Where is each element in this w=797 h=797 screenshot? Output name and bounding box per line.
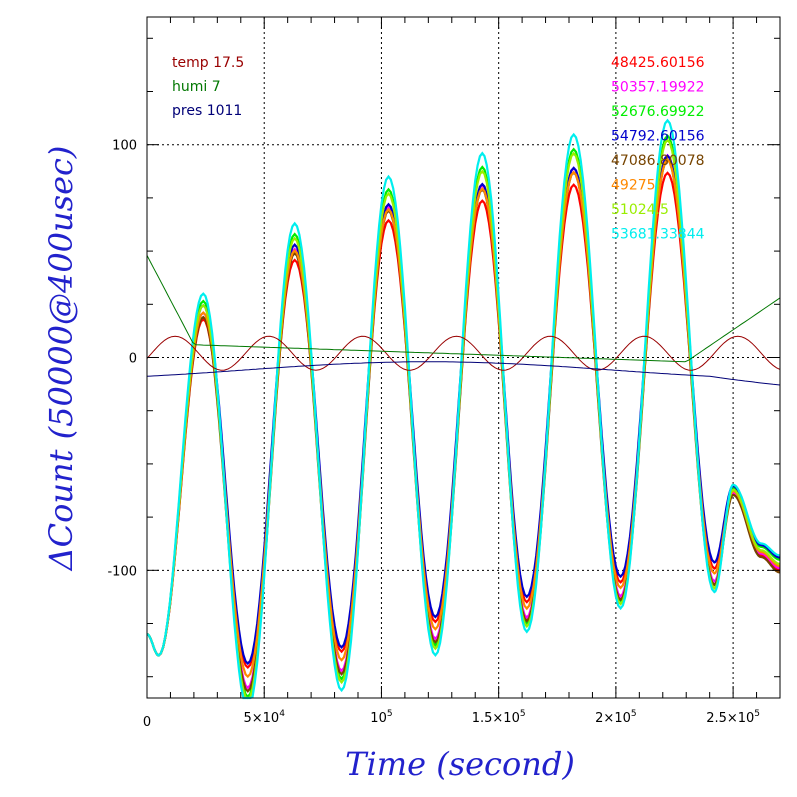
series-layer bbox=[146, 118, 781, 700]
series-line-5 bbox=[146, 158, 781, 679]
env-line-2 bbox=[146, 361, 781, 386]
env-line-1 bbox=[146, 255, 781, 363]
x-tick-label-1: 105 bbox=[370, 709, 392, 726]
y-tick-label-2: -100 bbox=[107, 564, 137, 579]
series-legend-item-1: 50357.19922 bbox=[611, 80, 705, 96]
series-legend-item-3: 54792.60156 bbox=[611, 129, 705, 145]
series-legend-item-4: 47086.80078 bbox=[611, 153, 705, 169]
x-tick-label-2: 1.5×105 bbox=[472, 709, 526, 726]
x-axis-title: Time (second) bbox=[345, 745, 575, 783]
y-axis-title: ΔCount (50000@400usec) bbox=[42, 146, 80, 573]
ticks bbox=[147, 17, 780, 698]
x-tick-label-4: 2.5×105 bbox=[706, 709, 760, 726]
env-layer bbox=[146, 255, 781, 386]
x-tick-label-0: 5×104 bbox=[243, 709, 285, 726]
tick-labels: 0 5×104 105 1.5×105 2×105 2.5×105 100 0 -100 bbox=[107, 139, 760, 730]
series-line-7 bbox=[146, 118, 781, 700]
series-legend-item-5: 49275 bbox=[611, 178, 656, 194]
grid bbox=[147, 17, 780, 698]
x-tick-label-3: 2×105 bbox=[595, 709, 636, 726]
series-legend-item-6: 51024.5 bbox=[611, 202, 669, 218]
y-tick-label-1: 0 bbox=[129, 352, 137, 367]
series-legend-item-0: 48425.60156 bbox=[611, 55, 705, 71]
series-legend-item-2: 52676.69922 bbox=[611, 104, 705, 120]
env-legend-item-1: humi 7 bbox=[172, 79, 221, 95]
series-legend-item-7: 53681.33844 bbox=[611, 227, 705, 243]
env-legend-item-2: pres 1011 bbox=[172, 103, 242, 119]
x-tick-label-origin: 0 bbox=[143, 715, 151, 730]
env-legend-item-0: temp 17.5 bbox=[172, 55, 244, 71]
y-tick-label-0: 100 bbox=[112, 139, 137, 154]
series-legend: 48425.60156 50357.19922 52676.69922 54792.6… bbox=[611, 55, 705, 243]
env-legend: temp 17.5 humi 7 pres 1011 bbox=[172, 55, 244, 119]
